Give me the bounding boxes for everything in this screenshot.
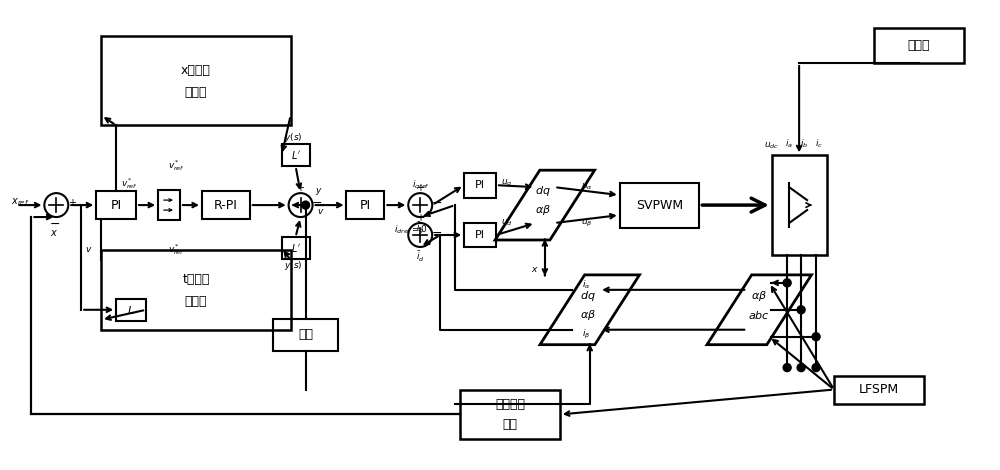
Text: $i_c$: $i_c$: [815, 137, 823, 149]
Bar: [772, 155, 827, 255]
Text: $x$: $x$: [50, 228, 58, 238]
Text: PI: PI: [360, 199, 371, 212]
Text: $x_{ref}$: $x_{ref}$: [11, 196, 30, 208]
Bar: [273, 319, 338, 351]
Text: $u_q$: $u_q$: [501, 178, 513, 188]
Text: $x$: $x$: [531, 266, 539, 274]
Text: $v$: $v$: [317, 207, 324, 216]
Bar: [282, 237, 310, 259]
Bar: [158, 190, 180, 220]
Text: $\alpha\beta$: $\alpha\beta$: [535, 203, 551, 217]
Text: $+$: $+$: [296, 181, 305, 193]
Bar: [346, 191, 384, 219]
Bar: [96, 191, 136, 219]
Circle shape: [302, 201, 310, 209]
Text: $-$: $-$: [431, 226, 442, 238]
Text: $v^*_{ref}$: $v^*_{ref}$: [168, 243, 184, 258]
Text: $\bar{i}_q$: $\bar{i}_q$: [416, 219, 424, 235]
Text: $i_{dref}=0$: $i_{dref}=0$: [394, 224, 428, 236]
Bar: [116, 299, 146, 321]
Text: 感器: 感器: [502, 418, 517, 431]
Text: $v$: $v$: [85, 245, 93, 254]
Text: $u_{dc}$: $u_{dc}$: [764, 140, 779, 150]
Circle shape: [812, 333, 820, 341]
Text: $y(s)$: $y(s)$: [284, 259, 303, 273]
Bar: [874, 28, 964, 63]
Text: $\alpha\beta$: $\alpha\beta$: [580, 308, 596, 322]
Text: $-$: $-$: [311, 196, 322, 209]
Text: $u_{\beta}$: $u_{\beta}$: [581, 218, 593, 228]
Bar: [101, 36, 291, 125]
Text: $i_a$: $i_a$: [785, 137, 793, 149]
Circle shape: [812, 364, 820, 372]
Text: $i_{\beta}$: $i_{\beta}$: [582, 328, 590, 341]
Text: $v^*_{ref}$: $v^*_{ref}$: [168, 158, 184, 172]
Text: $L$: $L$: [127, 304, 135, 316]
Bar: [460, 390, 560, 439]
Text: $abc$: $abc$: [748, 309, 770, 321]
Text: 无位置传: 无位置传: [495, 398, 525, 411]
Text: $i_b$: $i_b$: [800, 137, 808, 149]
Text: $+$: $+$: [416, 181, 425, 193]
Text: $u_d$: $u_d$: [501, 218, 513, 228]
Text: 整流器: 整流器: [908, 39, 930, 52]
Circle shape: [797, 306, 805, 314]
Text: $+$: $+$: [68, 196, 77, 208]
Text: $u_{\alpha}$: $u_{\alpha}$: [581, 182, 593, 192]
Text: $i_{qref}$: $i_{qref}$: [412, 179, 430, 192]
Text: $dq$: $dq$: [580, 289, 596, 303]
Circle shape: [783, 364, 791, 372]
Text: $+$: $+$: [416, 212, 425, 223]
Bar: [464, 172, 496, 197]
Bar: [202, 191, 250, 219]
Text: $\alpha\beta$: $\alpha\beta$: [751, 289, 767, 303]
Circle shape: [783, 279, 791, 287]
Text: $L'$: $L'$: [291, 149, 301, 161]
Text: $y(s)$: $y(s)$: [284, 131, 303, 144]
Text: x域重复: x域重复: [181, 64, 211, 77]
Bar: [282, 144, 310, 166]
Bar: [101, 250, 291, 330]
Text: $-$: $-$: [431, 196, 442, 209]
Text: $dq$: $dq$: [535, 184, 551, 198]
Text: $-$: $-$: [49, 217, 60, 229]
Text: 微分: 微分: [298, 328, 313, 341]
Bar: [464, 222, 496, 248]
Text: $L'$: $L'$: [291, 242, 301, 254]
Text: 控制器: 控制器: [185, 86, 207, 99]
Text: $\bar{i}_d$: $\bar{i}_d$: [416, 250, 425, 264]
Bar: [834, 376, 924, 404]
Text: SVPWM: SVPWM: [636, 199, 683, 212]
Text: LFSPM: LFSPM: [859, 383, 899, 396]
Text: $i_{\alpha}$: $i_{\alpha}$: [582, 279, 590, 291]
Text: R-PI: R-PI: [214, 199, 238, 212]
Text: PI: PI: [475, 230, 485, 240]
Bar: [620, 183, 699, 227]
Text: $y$: $y$: [315, 186, 322, 196]
Text: PI: PI: [475, 180, 485, 190]
Text: PI: PI: [111, 199, 122, 212]
Text: 控制器: 控制器: [185, 295, 207, 308]
Text: t域重复: t域重复: [182, 274, 210, 286]
Text: $v^*_{ref}$: $v^*_{ref}$: [121, 176, 138, 191]
Circle shape: [797, 364, 805, 372]
